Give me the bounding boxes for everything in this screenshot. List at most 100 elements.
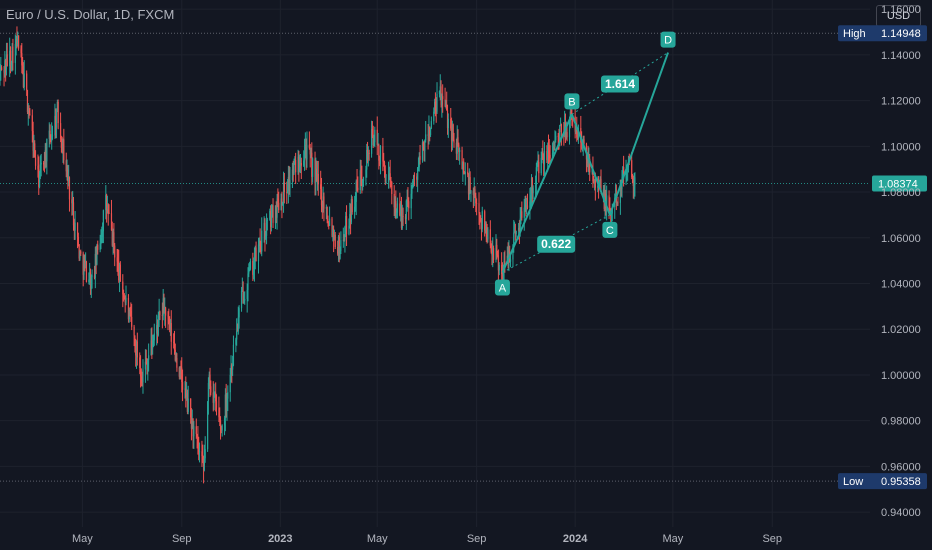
candle-body <box>23 73 25 88</box>
candle-body <box>142 369 144 382</box>
candle-body <box>430 121 432 129</box>
point-label-d: D <box>664 35 672 47</box>
candle-body <box>270 210 272 228</box>
candle-body <box>180 366 182 368</box>
candle-body <box>391 182 393 194</box>
candle-body <box>292 169 294 174</box>
candle-body <box>407 196 409 202</box>
candle-body <box>122 294 125 298</box>
candle-body <box>610 213 613 216</box>
candle-body <box>135 341 138 356</box>
candle-body <box>66 169 68 172</box>
candle-body <box>221 425 223 431</box>
point-badge-c <box>602 221 618 238</box>
candle-body <box>68 177 70 181</box>
candle-body <box>439 86 441 91</box>
x-tick-label: 2024 <box>563 533 588 545</box>
candle-body <box>116 257 118 262</box>
candle-body <box>144 361 147 370</box>
candle-body <box>158 311 160 316</box>
candle-body <box>230 365 232 375</box>
candle-body <box>316 168 318 180</box>
candle-body <box>425 134 427 141</box>
candle-body <box>51 135 54 137</box>
candle-body <box>367 152 369 160</box>
candle-body <box>258 240 260 245</box>
candle-body <box>141 381 143 383</box>
candle-body <box>204 449 206 459</box>
candle-body <box>547 145 550 151</box>
ratio-badge <box>537 235 576 253</box>
candle-body <box>219 420 222 430</box>
candle-body <box>288 176 290 185</box>
high-badge <box>838 25 927 42</box>
ratio-line <box>571 52 669 115</box>
candle-body <box>457 137 459 145</box>
candle-body <box>210 386 212 393</box>
candle-body <box>152 340 155 347</box>
candle-body <box>39 164 41 173</box>
candle-body <box>408 201 410 209</box>
last-price-badge <box>872 175 927 192</box>
candle-body <box>334 234 336 247</box>
candle-body <box>497 255 499 256</box>
candle-body <box>622 167 624 178</box>
candle-body <box>193 426 195 437</box>
candle-body <box>501 274 504 276</box>
candle-body <box>59 123 62 139</box>
candle-body <box>536 161 538 168</box>
candle-body <box>608 195 610 207</box>
candle-body <box>509 259 512 262</box>
candle-body <box>187 398 189 412</box>
candle-body <box>73 225 75 231</box>
candle-body <box>93 275 96 278</box>
candle-body <box>538 161 540 174</box>
candle-body <box>441 96 443 105</box>
candle-body <box>343 239 345 241</box>
candle-body <box>504 261 506 262</box>
candle-body <box>38 169 40 187</box>
candle-body <box>253 269 255 275</box>
candle-body <box>15 38 17 45</box>
candle-body <box>237 317 239 332</box>
candle-body <box>467 174 470 195</box>
candle-body <box>140 376 142 382</box>
candle-body <box>157 315 159 336</box>
candle-body <box>631 160 633 178</box>
candle-body <box>396 203 399 213</box>
candle-body <box>51 135 53 142</box>
candle-body <box>600 178 602 192</box>
candle-body <box>383 162 386 171</box>
candle-body <box>232 365 234 370</box>
candle-body <box>163 298 165 313</box>
candle-body <box>489 229 491 246</box>
candle-body <box>22 65 24 67</box>
candle-body <box>55 115 57 128</box>
candle-body <box>223 418 226 426</box>
candle-body <box>281 198 283 205</box>
candle-body <box>196 433 198 437</box>
y-tick-label: 0.96000 <box>881 461 921 473</box>
candle-body <box>337 236 340 254</box>
candle-body <box>63 139 65 161</box>
candle-body <box>106 195 108 211</box>
candle-body <box>244 298 246 301</box>
candle-body <box>26 73 28 91</box>
candle-body <box>312 158 314 177</box>
candle-body <box>265 235 267 239</box>
candle-body <box>78 244 80 259</box>
candle-body <box>170 323 172 342</box>
candle-body <box>97 244 99 250</box>
point-label-c: C <box>606 225 614 237</box>
candle-body <box>27 110 29 113</box>
candle-body <box>456 137 458 154</box>
candle-body <box>366 150 368 170</box>
candle-body <box>3 69 5 73</box>
candle-body <box>173 342 176 350</box>
candle-body <box>492 248 495 260</box>
candle-body <box>321 205 323 207</box>
candle-body <box>306 144 308 160</box>
candle-body <box>619 179 621 203</box>
candle-body <box>513 230 516 233</box>
